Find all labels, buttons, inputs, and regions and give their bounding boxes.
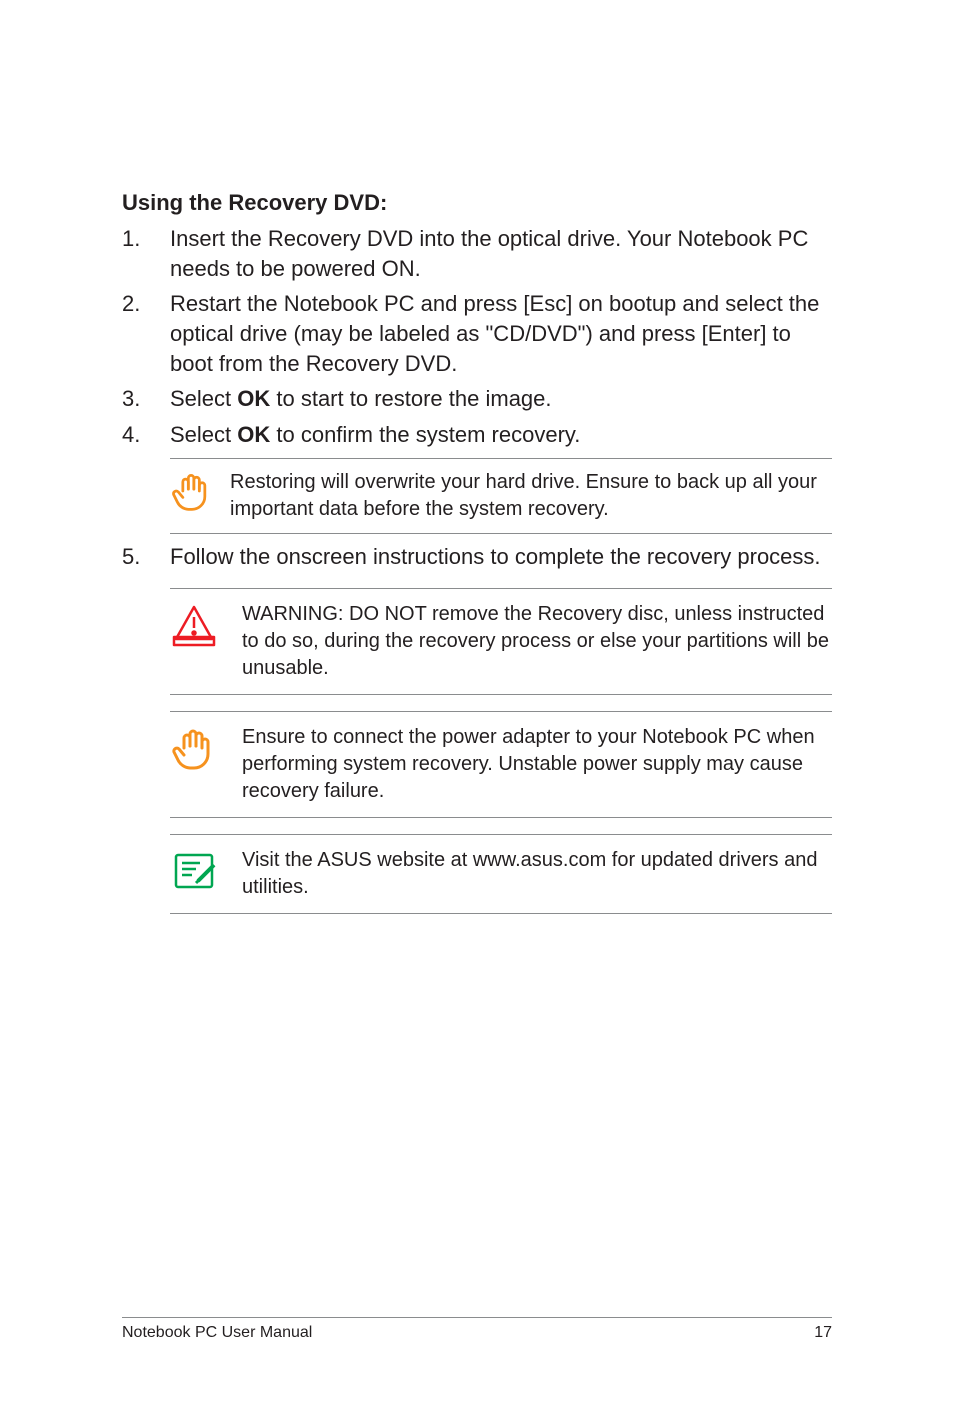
callout-restore-text: Restoring will overwrite your hard drive… [230,471,817,520]
note-icon [170,847,218,895]
step-2: Restart the Notebook PC and press [Esc] … [122,289,832,378]
callout-power-note: Ensure to connect the power adapter to y… [170,711,832,818]
hand-icon [170,469,214,513]
callout-visit-note: Visit the ASUS website at www.asus.com f… [170,834,832,914]
step-4-pre: Select [170,422,237,447]
steps-list: Insert the Recovery DVD into the optical… [122,224,832,450]
footer-page-number: 17 [814,1324,832,1342]
callout-visit-text: Visit the ASUS website at www.asus.com f… [242,849,817,898]
step-4: Select OK to confirm the system recovery… [122,420,832,450]
step-4-post: to confirm the system recovery. [270,422,580,447]
callout-restore-note: Restoring will overwrite your hard drive… [170,458,832,534]
callout-power-text: Ensure to connect the power adapter to y… [242,726,815,802]
step-3-post: to start to restore the image. [270,386,551,411]
step-5: 5. Follow the onscreen instructions to c… [122,542,832,572]
step-3-pre: Select [170,386,237,411]
callout-warning: WARNING: DO NOT remove the Recovery disc… [170,588,832,695]
step-4-bold: OK [237,422,270,447]
page-footer: Notebook PC User Manual 17 [122,1317,832,1342]
step-5-number: 5. [122,542,140,572]
hand-icon [170,724,218,772]
warning-icon [170,601,218,649]
footer-left: Notebook PC User Manual [122,1324,312,1342]
step-5-text: Follow the onscreen instructions to comp… [170,544,821,569]
step-1: Insert the Recovery DVD into the optical… [122,224,832,283]
callout-warning-text: WARNING: DO NOT remove the Recovery disc… [242,603,829,679]
section-heading: Using the Recovery DVD: [122,190,832,216]
step-3-bold: OK [237,386,270,411]
step-3: Select OK to start to restore the image. [122,384,832,414]
